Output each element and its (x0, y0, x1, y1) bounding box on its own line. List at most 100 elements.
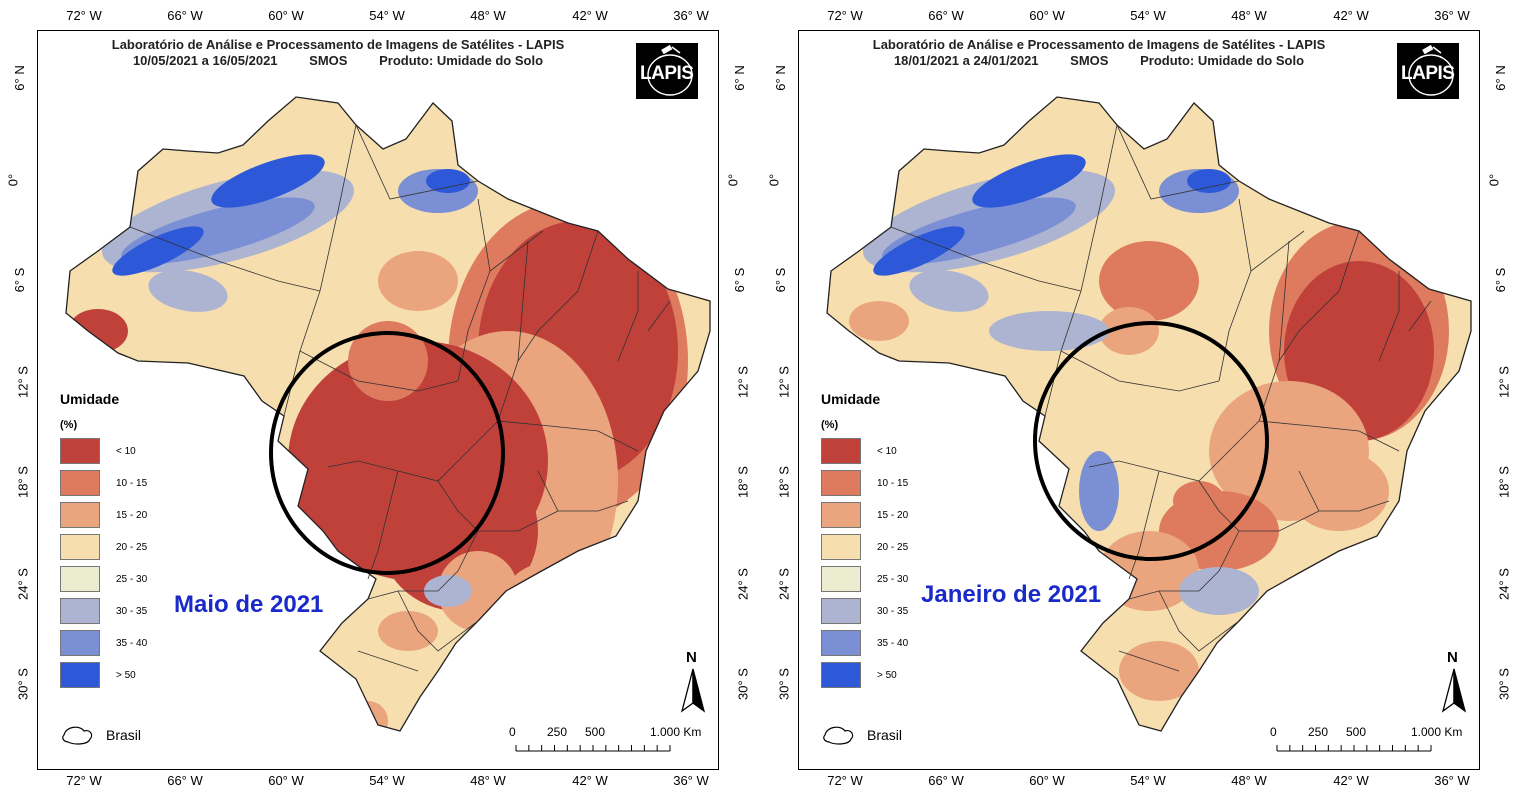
left-tick-label: 6° S (11, 267, 27, 293)
legend-title: Umidade (821, 391, 881, 407)
legend-swatch (60, 470, 100, 496)
bottom-tick-label: 66° W (167, 773, 203, 788)
map-sensor: SMOS (1070, 53, 1109, 68)
top-tick-label: 48° W (1231, 8, 1267, 23)
left-tick-label: 12° S (15, 366, 31, 398)
legend-swatch (821, 662, 861, 688)
legend-item: 30 - 35 (821, 595, 908, 627)
scale-label: 1.000 Km (1411, 725, 1463, 739)
scale-label: 0 (1270, 725, 1277, 739)
satellite-icon (1408, 44, 1454, 96)
scale-bar-graphic (1276, 745, 1432, 752)
right-tick-label: 12° S (1496, 366, 1512, 398)
boundary-outline-icon (823, 726, 854, 745)
legend-item: 20 - 25 (60, 531, 147, 563)
legend: Umidade (%) < 10 10 - 15 15 - 20 20 - 25 25 … (821, 391, 908, 691)
legend-label: 30 - 35 (116, 605, 148, 617)
boundary-legend: Brasil (60, 723, 141, 747)
top-tick-label: 72° W (827, 8, 863, 23)
map-product: Produto: Umidade do Solo (1140, 53, 1305, 68)
month-label: Maio de 2021 (174, 591, 324, 618)
right-tick-label: 6° N (1493, 65, 1509, 91)
legend-item: < 10 (821, 435, 908, 467)
legend-label: < 10 (116, 445, 136, 457)
legend-label: 10 - 15 (877, 477, 909, 489)
top-tick-label: 36° W (1434, 8, 1470, 23)
legend-swatch (60, 598, 100, 624)
legend-item: > 50 (60, 659, 147, 691)
satellite-icon (647, 44, 693, 96)
legend-item: > 50 (821, 659, 908, 691)
legend-label: 15 - 20 (116, 509, 148, 521)
legend-swatch (60, 534, 100, 560)
scale-label: 1.000 Km (650, 725, 702, 739)
top-tick-label: 66° W (167, 8, 203, 23)
bottom-tick-label: 72° W (827, 773, 863, 788)
legend-swatch (821, 470, 861, 496)
legend-swatch (821, 534, 861, 560)
legend-swatch (60, 438, 100, 464)
logo-text: LAPIS (1401, 63, 1455, 84)
right-tick-label: 24° S (735, 568, 751, 600)
legend-swatch (60, 662, 100, 688)
legend-swatch (821, 438, 861, 464)
scale-label: 0 (509, 725, 516, 739)
bottom-tick-label: 42° W (1333, 773, 1369, 788)
left-tick-label: 6° S (772, 267, 788, 293)
map-period: 10/05/2021 a 16/05/2021 (132, 53, 278, 68)
right-tick-label: 6° S (1492, 267, 1508, 293)
map-header: Laboratório de Análise e Processamento d… (799, 37, 1399, 69)
left-tick-label: 18° S (15, 466, 31, 498)
right-tick-label: 12° S (735, 366, 751, 398)
bottom-tick-label: 48° W (470, 773, 506, 788)
legend-item: 35 - 40 (821, 627, 908, 659)
top-tick-label: 42° W (572, 8, 608, 23)
right-tick-label: 30° S (1496, 668, 1512, 700)
left-tick-label: 6° N (773, 65, 789, 91)
right-tick-label: 18° S (1496, 466, 1512, 498)
left-tick-label: 12° S (776, 366, 792, 398)
scale-bar: 0 250 500 1.000 Km (509, 725, 712, 765)
bottom-tick-label: 36° W (673, 773, 709, 788)
legend-swatch (821, 598, 861, 624)
top-tick-label: 48° W (470, 8, 506, 23)
top-tick-label: 60° W (268, 8, 304, 23)
left-tick-label: 24° S (15, 568, 31, 600)
scale-label: 250 (1308, 725, 1329, 739)
right-tick-label: 0° (1486, 173, 1502, 187)
map-title: Laboratório de Análise e Processamento d… (872, 37, 1326, 52)
scale-label: 500 (1346, 725, 1367, 739)
legend-item: 20 - 25 (821, 531, 908, 563)
right-tick-label: 0° (725, 173, 741, 187)
map-panel-may: 72° W 66° W 60° W 54° W 48° W 42° W 36° W 72° … (5, 8, 751, 788)
scale-label: 250 (547, 725, 568, 739)
scale-label: 500 (585, 725, 606, 739)
map-frame: Laboratório de Análise e Processamento d… (798, 30, 1480, 770)
legend-label: 20 - 25 (116, 541, 148, 553)
left-tick-label: 24° S (776, 568, 792, 600)
legend-item: 25 - 30 (60, 563, 147, 595)
bottom-tick-label: 54° W (369, 773, 405, 788)
legend-swatch (821, 630, 861, 656)
bottom-tick-label: 48° W (1231, 773, 1267, 788)
bottom-tick-label: 66° W (928, 773, 964, 788)
lapis-logo: LAPIS (1397, 43, 1459, 99)
north-arrow-icon (680, 668, 706, 713)
soil-moisture-map (826, 96, 1472, 732)
legend-swatch (821, 566, 861, 592)
legend-item: < 10 (60, 435, 147, 467)
left-tick-label: 6° N (12, 65, 28, 91)
legend-label: > 50 (116, 669, 136, 681)
scale-bar-graphic (515, 745, 671, 752)
left-tick-label: 30° S (15, 668, 31, 700)
map-header: Laboratório de Análise e Processamento d… (38, 37, 638, 69)
legend-item: 35 - 40 (60, 627, 147, 659)
left-tick-label: 0° (5, 173, 21, 187)
legend-unit: (%) (821, 419, 839, 431)
north-arrow: N (1439, 649, 1469, 713)
bottom-tick-label: 60° W (1029, 773, 1065, 788)
legend-label: 25 - 30 (116, 573, 148, 585)
legend-swatch (821, 502, 861, 528)
legend-label: 30 - 35 (877, 605, 909, 617)
top-tick-label: 72° W (66, 8, 102, 23)
